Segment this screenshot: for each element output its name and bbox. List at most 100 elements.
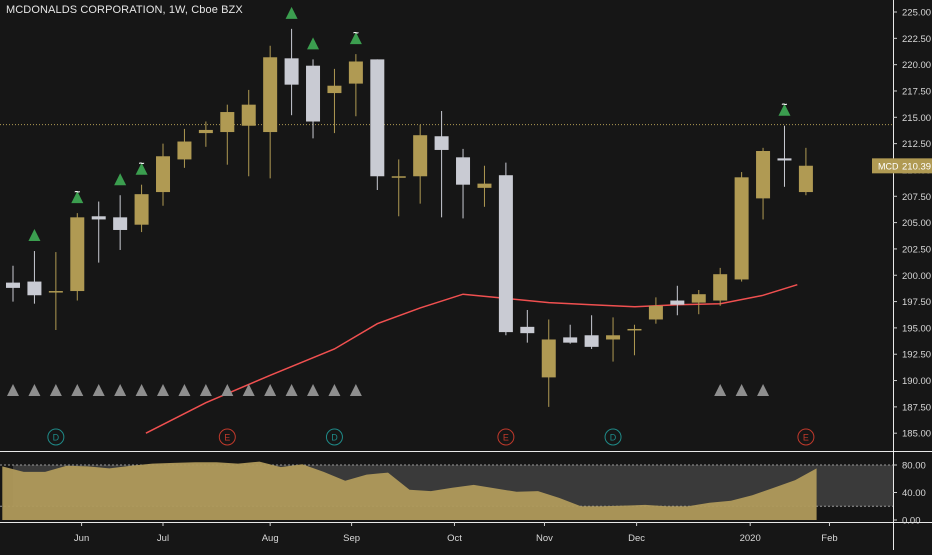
candle-body [91, 216, 106, 220]
price-tick-label: 202.50 [902, 244, 931, 255]
earnings-event-marker [797, 428, 815, 446]
price-tick-label: 185.00 [902, 429, 931, 440]
price-tick-label: 222.50 [902, 34, 931, 45]
time-tick-label: Nov [536, 533, 553, 544]
signal-tilde-mark: ~ [353, 28, 359, 39]
dividend-event-marker [325, 428, 343, 446]
candle-body [777, 158, 792, 161]
candle-body [606, 335, 621, 340]
candle-body [220, 112, 235, 133]
candle-body [263, 57, 278, 133]
dividend-event-marker [47, 428, 65, 446]
buy-signal-triangle [28, 229, 41, 242]
candle-body [6, 282, 20, 288]
candle-body [691, 294, 706, 303]
candle-body [670, 300, 685, 305]
candle-body [734, 177, 749, 280]
last-price-tag [872, 158, 932, 174]
signal-triangle-gray [328, 384, 341, 396]
signal-triangle-gray [307, 384, 320, 396]
earnings-event-marker [218, 428, 236, 446]
buy-signal-triangle [285, 6, 298, 19]
time-tick-label: Jun [74, 533, 89, 544]
signal-triangle-gray [349, 384, 362, 396]
time-tick-label: Oct [447, 533, 462, 544]
time-tick-label: Sep [343, 533, 360, 544]
dividend-event-letter: D [610, 433, 617, 443]
candle-body [370, 59, 385, 177]
candle-body [391, 176, 406, 178]
signal-triangle-gray [714, 384, 727, 396]
signal-triangle-gray [7, 384, 19, 396]
last-price-value: 210.39 [902, 161, 931, 172]
candle-body [627, 328, 642, 331]
earnings-event-letter: E [503, 433, 509, 443]
candle-body [198, 129, 213, 134]
candle-body [177, 141, 192, 160]
candle-body [113, 217, 128, 230]
candle-body [48, 291, 63, 293]
signal-triangle-gray [242, 384, 255, 396]
oscillator-tick-label: 40.00 [902, 488, 926, 499]
time-tick-label: Dec [628, 533, 645, 544]
signal-tilde-mark: ~ [139, 159, 145, 170]
candle-body [477, 183, 492, 188]
candle-body [70, 217, 85, 292]
time-tick-label: 2020 [740, 533, 761, 544]
buy-signal-triangle [135, 162, 148, 175]
candle-body [434, 136, 449, 150]
oscillator-area [2, 461, 817, 520]
candle-body [798, 165, 813, 193]
candle-body [156, 156, 171, 193]
price-tick-label: 187.50 [902, 402, 931, 413]
time-tick-label: Aug [262, 533, 279, 544]
signal-triangle-gray [178, 384, 191, 396]
signal-triangle-gray [71, 384, 84, 396]
oscillator-tick-label: 80.00 [902, 461, 926, 472]
candle-body [648, 305, 663, 320]
price-tick-label: 217.50 [902, 86, 931, 97]
signal-triangle-gray [221, 384, 234, 396]
candle-body [284, 58, 299, 85]
candle-body [327, 85, 342, 94]
buy-signal-triangle [71, 191, 84, 204]
signal-triangle-gray [285, 384, 298, 396]
candle-body [713, 274, 728, 301]
candle-body [306, 65, 321, 122]
earnings-event-letter: E [803, 433, 809, 443]
signal-tilde-mark: ~ [782, 100, 788, 111]
time-tick-label: Jul [157, 533, 169, 544]
signal-tilde-mark: ~ [74, 187, 80, 198]
buy-signal-triangle [114, 173, 127, 186]
signal-triangle-gray [114, 384, 127, 396]
time-tick-label: Feb [821, 533, 837, 544]
candle-body [498, 175, 513, 333]
price-tick-label: 225.00 [902, 8, 931, 19]
candle-body [563, 337, 578, 343]
price-tick-label: 212.50 [902, 139, 931, 150]
candle-body [756, 150, 771, 199]
signal-triangle-gray [199, 384, 212, 396]
candle-body [584, 335, 599, 347]
candle-body [134, 194, 149, 225]
price-tick-label: 195.00 [902, 323, 931, 334]
signal-triangle-gray [92, 384, 105, 396]
price-tick-label: 207.50 [902, 192, 931, 203]
price-tick-label: 192.50 [902, 350, 931, 361]
last-price-symbol: MCD [878, 161, 899, 171]
signal-triangle-gray [157, 384, 170, 396]
price-tick-label: 197.50 [902, 297, 931, 308]
buy-signal-triangle [778, 103, 791, 116]
signal-triangle-gray [49, 384, 62, 396]
dividend-event-marker [604, 428, 622, 446]
candle-body [241, 104, 256, 126]
price-tick-label: 200.00 [902, 271, 931, 282]
dividend-event-letter: D [331, 433, 338, 443]
earnings-event-letter: E [224, 433, 230, 443]
buy-signal-triangle [307, 37, 320, 50]
signal-triangle-gray [135, 384, 148, 396]
buy-signal-triangle [349, 32, 362, 45]
